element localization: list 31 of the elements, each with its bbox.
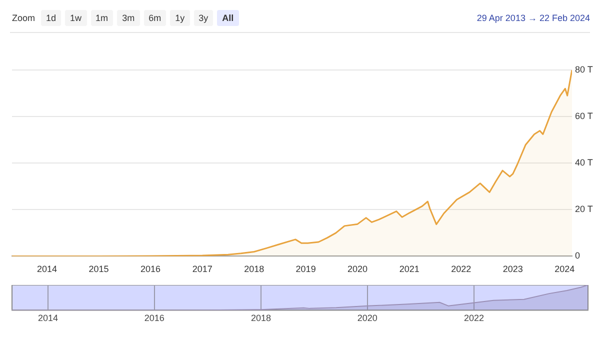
x-tick-label: 2022: [464, 313, 484, 324]
x-tick-label: 2020: [357, 313, 378, 324]
y-tick-label: 40 T: [574, 158, 594, 168]
x-tick-label: 2016: [140, 264, 160, 274]
x-tick-label: 2024: [554, 264, 575, 274]
text: 1y: [170, 10, 190, 26]
x-tick-label: 2014: [38, 313, 58, 324]
text: 6m: [144, 10, 166, 26]
text: 1w: [65, 10, 87, 26]
text: 1m: [90, 10, 114, 26]
y-tick-label: 0: [574, 250, 580, 261]
text: 29 Apr 2013 → 22 Feb 2024: [476, 13, 590, 23]
x-tick-label: 2021: [399, 264, 420, 274]
text: All: [217, 10, 239, 26]
text: 3y: [194, 10, 214, 26]
x-tick-label: 2016: [144, 313, 164, 324]
text: Zoom: [12, 13, 36, 23]
x-tick-label: 2018: [244, 264, 264, 274]
x-tick-label: 2014: [36, 264, 58, 274]
text: 3m: [117, 10, 140, 26]
y-tick-label: 80 T: [574, 64, 594, 74]
y-tick-label: 60 T: [574, 111, 594, 122]
x-tick-label: 2018: [250, 313, 272, 324]
x-tick-label: 2020: [348, 264, 368, 274]
x-tick-label: 2017: [192, 264, 212, 274]
y-tick-label: 20 T: [574, 204, 594, 214]
text: 1d: [41, 10, 62, 26]
x-tick-label: 2015: [88, 264, 109, 274]
x-tick-label: 2023: [502, 264, 523, 274]
x-tick-label: 2019: [296, 264, 316, 274]
x-tick-label: 2022: [451, 264, 472, 274]
